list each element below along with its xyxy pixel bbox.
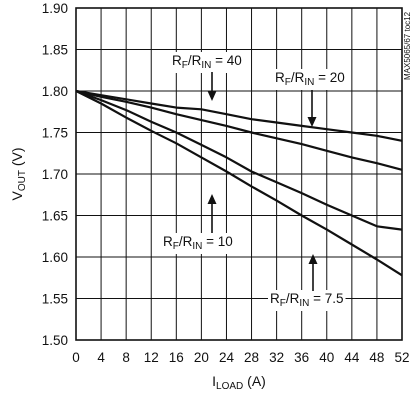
annotation-value: = 40 bbox=[211, 53, 241, 68]
x-tick-label: 4 bbox=[97, 350, 105, 365]
x-tick-label: 16 bbox=[169, 350, 184, 365]
x-tick-label: 40 bbox=[319, 350, 334, 365]
annotation-r: R bbox=[172, 53, 182, 68]
annotation-rf-rin-20: RF/RIN = 20 bbox=[273, 69, 347, 127]
x-tick-label: 36 bbox=[294, 350, 309, 365]
annotation-background bbox=[273, 69, 347, 90]
annotation-slash-r: /R bbox=[291, 70, 305, 85]
annotation-r: R bbox=[270, 291, 280, 306]
x-axis-label-main: I bbox=[212, 373, 216, 389]
annotation-rf-rin-7-5: RF/RIN = 7.5 bbox=[268, 254, 346, 311]
y-axis-label-main: V bbox=[9, 191, 25, 201]
y-tick-labels: 1.50 1.55 1.60 1.65 1.70 1.75 1.80 1.85 1.90 bbox=[42, 1, 68, 348]
annotation-sub-f: F bbox=[280, 298, 286, 309]
x-tick-label: 20 bbox=[194, 350, 209, 365]
annotation-label: RF/RIN = 7.5 bbox=[270, 291, 344, 309]
figure-code-background bbox=[403, 10, 412, 81]
annotation-sub-f: F bbox=[173, 241, 179, 252]
annotation-arrow-head bbox=[207, 91, 217, 101]
series-line-rf-rin-20 bbox=[75, 89, 403, 171]
annotation-arrow-head bbox=[307, 117, 317, 127]
x-tick-label: 24 bbox=[219, 350, 235, 365]
annotation-value: = 20 bbox=[314, 70, 344, 85]
y-tick-label: 1.55 bbox=[42, 292, 68, 307]
annotation-slash-r: /R bbox=[286, 291, 300, 306]
annotation-label: RF/RIN = 10 bbox=[163, 234, 233, 252]
annotation-slash-r: /R bbox=[179, 234, 193, 249]
x-tick-label: 44 bbox=[344, 350, 360, 365]
x-tick-label: 12 bbox=[144, 350, 159, 365]
x-tick-labels: 0 4 8 12 16 20 24 28 32 36 40 44 48 52 bbox=[72, 350, 409, 365]
annotation-label: RF/RIN = 40 bbox=[172, 53, 242, 71]
annotation-rf-rin-40: RF/RIN = 40 bbox=[170, 52, 244, 101]
series-line-rf-rin-7-5 bbox=[75, 90, 403, 277]
annotation-value: = 10 bbox=[202, 234, 232, 249]
x-tick-label: 48 bbox=[369, 350, 384, 365]
annotation-r: R bbox=[163, 234, 173, 249]
y-tick-label: 1.75 bbox=[42, 126, 68, 141]
y-tick-label: 1.90 bbox=[42, 1, 68, 16]
y-tick-label: 1.50 bbox=[42, 333, 68, 348]
annotation-label: RF/RIN = 20 bbox=[275, 70, 345, 88]
x-tick-label: 52 bbox=[394, 350, 409, 365]
series-line-rf-rin-40 bbox=[75, 89, 403, 142]
plot-frame bbox=[75, 7, 403, 341]
annotation-sub-f: F bbox=[285, 77, 291, 88]
y-tick-label: 1.80 bbox=[42, 84, 68, 99]
y-tick-label: 1.60 bbox=[42, 250, 68, 265]
x-axis-label: ILOAD (A) bbox=[212, 373, 266, 392]
annotation-sub-f: F bbox=[182, 60, 188, 71]
annotation-r: R bbox=[275, 70, 285, 85]
x-axis-label-unit: (A) bbox=[243, 373, 266, 389]
annotation-sub-in: IN bbox=[192, 241, 202, 252]
annotation-value: = 7.5 bbox=[309, 291, 343, 306]
annotation-sub-in: IN bbox=[299, 298, 309, 309]
x-tick-label: 28 bbox=[244, 350, 259, 365]
y-axis-label-sub: OUT bbox=[17, 170, 28, 191]
x-tick-label: 32 bbox=[269, 350, 284, 365]
x-axis-label-sub: LOAD bbox=[216, 381, 243, 392]
annotation-rf-rin-10: RF/RIN = 10 bbox=[161, 194, 235, 254]
annotation-sub-in: IN bbox=[201, 60, 211, 71]
annotation-arrow-head bbox=[207, 194, 217, 204]
y-tick-label: 1.65 bbox=[42, 209, 68, 224]
y-tick-label: 1.70 bbox=[42, 167, 68, 182]
y-axis-label-unit: (V) bbox=[9, 147, 25, 170]
annotation-slash-r: /R bbox=[188, 53, 202, 68]
annotation-background bbox=[268, 290, 346, 311]
x-tick-label: 8 bbox=[122, 350, 130, 365]
figure-code: MAX5065/67 toc12 bbox=[403, 11, 412, 80]
y-tick-label: 1.85 bbox=[42, 43, 68, 58]
annotation-background bbox=[170, 52, 244, 73]
x-tick-label: 0 bbox=[72, 350, 80, 365]
y-axis-label: VOUT (V) bbox=[9, 147, 28, 200]
series-group bbox=[75, 89, 403, 277]
annotation-sub-in: IN bbox=[304, 77, 314, 88]
annotation-background bbox=[161, 233, 235, 254]
series-line-rf-rin-10 bbox=[75, 89, 403, 231]
annotation-arrow-head bbox=[308, 254, 318, 264]
